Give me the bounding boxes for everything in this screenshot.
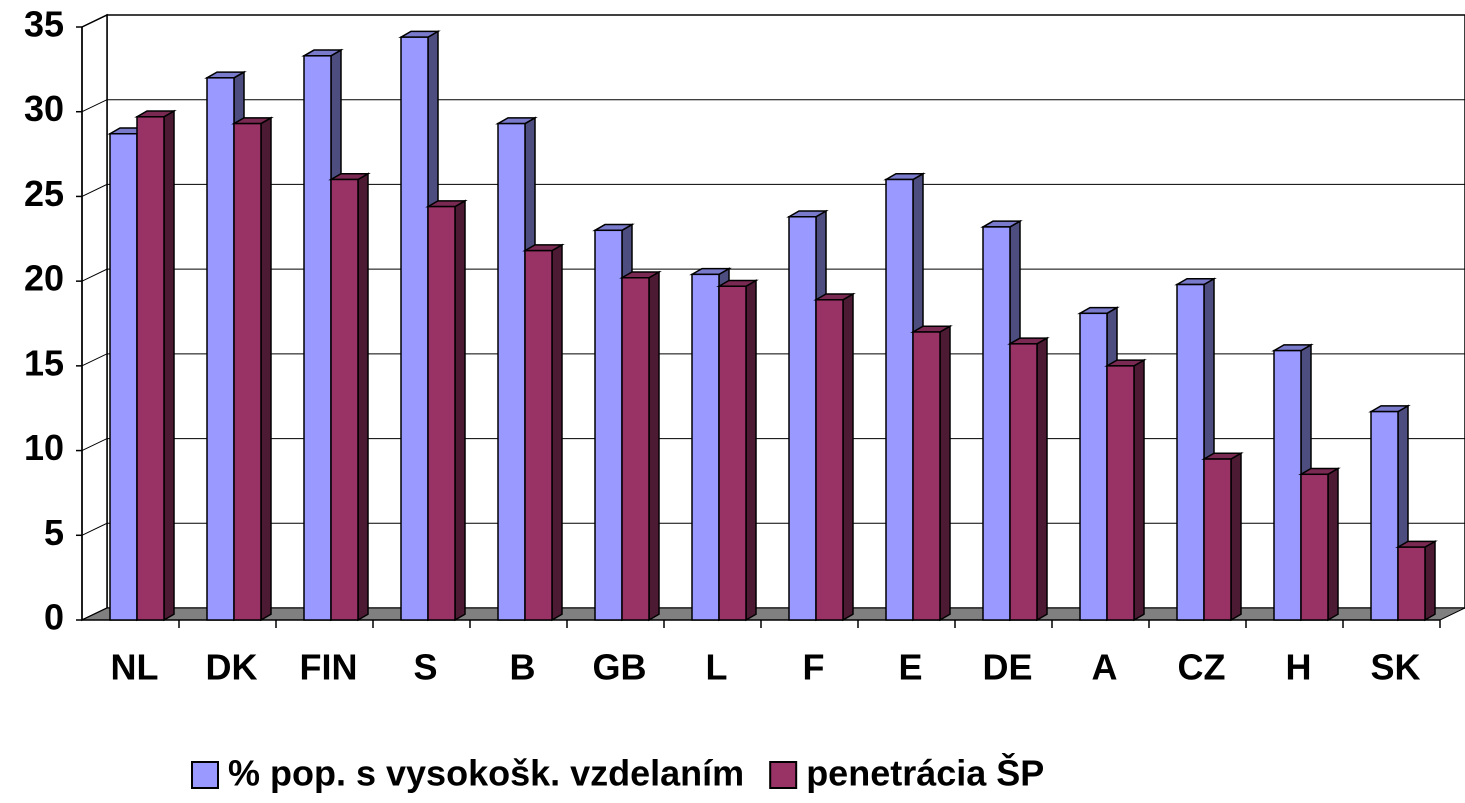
bar-side bbox=[745, 279, 757, 622]
x-tick-label: L bbox=[706, 647, 728, 688]
bar bbox=[910, 324, 953, 622]
x-tick-label: DK bbox=[206, 647, 258, 688]
bar-front bbox=[524, 249, 553, 621]
bar-front bbox=[885, 178, 914, 621]
bar-front bbox=[1397, 546, 1426, 621]
bar bbox=[425, 199, 468, 622]
bar-front bbox=[1203, 458, 1232, 621]
bar-front bbox=[206, 77, 235, 621]
bar-front bbox=[594, 229, 623, 621]
x-tick-label: GB bbox=[593, 647, 647, 688]
bar bbox=[1201, 451, 1244, 622]
bar-side bbox=[1327, 467, 1339, 622]
bar-side bbox=[163, 109, 175, 622]
bar-side bbox=[357, 172, 369, 622]
bar bbox=[1395, 540, 1438, 622]
x-tick-label: A bbox=[1092, 647, 1118, 688]
bar-side bbox=[1036, 336, 1048, 622]
x-tick-label: SK bbox=[1370, 647, 1420, 688]
bar bbox=[1298, 467, 1341, 622]
legend-swatch bbox=[769, 761, 798, 789]
bar-front bbox=[1300, 473, 1329, 621]
bar-front bbox=[815, 299, 844, 621]
grid-line bbox=[81, 99, 1465, 113]
y-tick-label: 35 bbox=[24, 4, 64, 45]
bar-side bbox=[648, 270, 660, 622]
y-tick-label: 15 bbox=[24, 342, 64, 383]
bar-front bbox=[1273, 349, 1302, 621]
bar-front bbox=[427, 205, 456, 621]
bar bbox=[619, 270, 662, 622]
floor bbox=[81, 607, 1465, 621]
grid-line bbox=[81, 14, 1465, 28]
bar-side bbox=[1424, 540, 1436, 622]
x-tick-label: B bbox=[510, 647, 536, 688]
bar-front bbox=[621, 277, 650, 621]
bar bbox=[716, 279, 759, 622]
y-tick-label: 10 bbox=[24, 427, 64, 468]
y-tick-label: 25 bbox=[24, 173, 64, 214]
bar bbox=[522, 243, 565, 622]
bar-side bbox=[1133, 358, 1145, 622]
y-tick-label: 30 bbox=[24, 88, 64, 129]
grid-line bbox=[81, 183, 1465, 197]
bar-front bbox=[718, 285, 747, 621]
legend-swatch bbox=[191, 761, 219, 789]
y-tick-label: 0 bbox=[44, 597, 64, 638]
bar-front bbox=[136, 116, 165, 621]
bar-front bbox=[330, 178, 359, 621]
y-tick-label: 20 bbox=[24, 258, 64, 299]
bar-front bbox=[1370, 410, 1399, 621]
bar-front bbox=[1079, 312, 1108, 621]
bar-front bbox=[400, 36, 429, 621]
bar bbox=[1007, 336, 1050, 622]
x-tick-label: DE bbox=[982, 647, 1032, 688]
bar bbox=[813, 292, 856, 622]
bar-side bbox=[260, 116, 272, 622]
bar-front bbox=[1009, 343, 1038, 621]
bar bbox=[328, 172, 371, 622]
bar-side bbox=[1230, 451, 1242, 622]
legend-label: % pop. s vysokošk. vzdelaním bbox=[228, 753, 744, 794]
bar-front bbox=[1106, 365, 1135, 621]
y-tick-label: 5 bbox=[44, 512, 64, 553]
bar-front bbox=[788, 216, 817, 621]
bar-front bbox=[912, 331, 941, 621]
x-tick-label: CZ bbox=[1178, 647, 1226, 688]
bar-front bbox=[497, 122, 526, 621]
x-tick-label: S bbox=[413, 647, 437, 688]
bar bbox=[231, 116, 274, 622]
bar-front bbox=[233, 122, 262, 621]
x-tick-label: NL bbox=[111, 647, 159, 688]
bar bbox=[134, 109, 177, 622]
bar bbox=[1104, 358, 1147, 622]
legend-label: penetrácia ŠP bbox=[806, 752, 1044, 794]
bar-side bbox=[939, 324, 951, 622]
bar-front bbox=[982, 226, 1011, 621]
bar-front bbox=[303, 55, 332, 621]
bar-front bbox=[1176, 283, 1205, 621]
bar-side bbox=[454, 199, 466, 622]
x-tick-label: F bbox=[803, 647, 825, 688]
x-tick-label: E bbox=[898, 647, 922, 688]
x-tick-label: H bbox=[1286, 647, 1312, 688]
bar-side bbox=[551, 243, 563, 622]
bar-front bbox=[109, 132, 138, 621]
x-tick-label: FIN bbox=[300, 647, 358, 688]
bar-front bbox=[691, 273, 720, 621]
bar-side bbox=[842, 292, 854, 622]
